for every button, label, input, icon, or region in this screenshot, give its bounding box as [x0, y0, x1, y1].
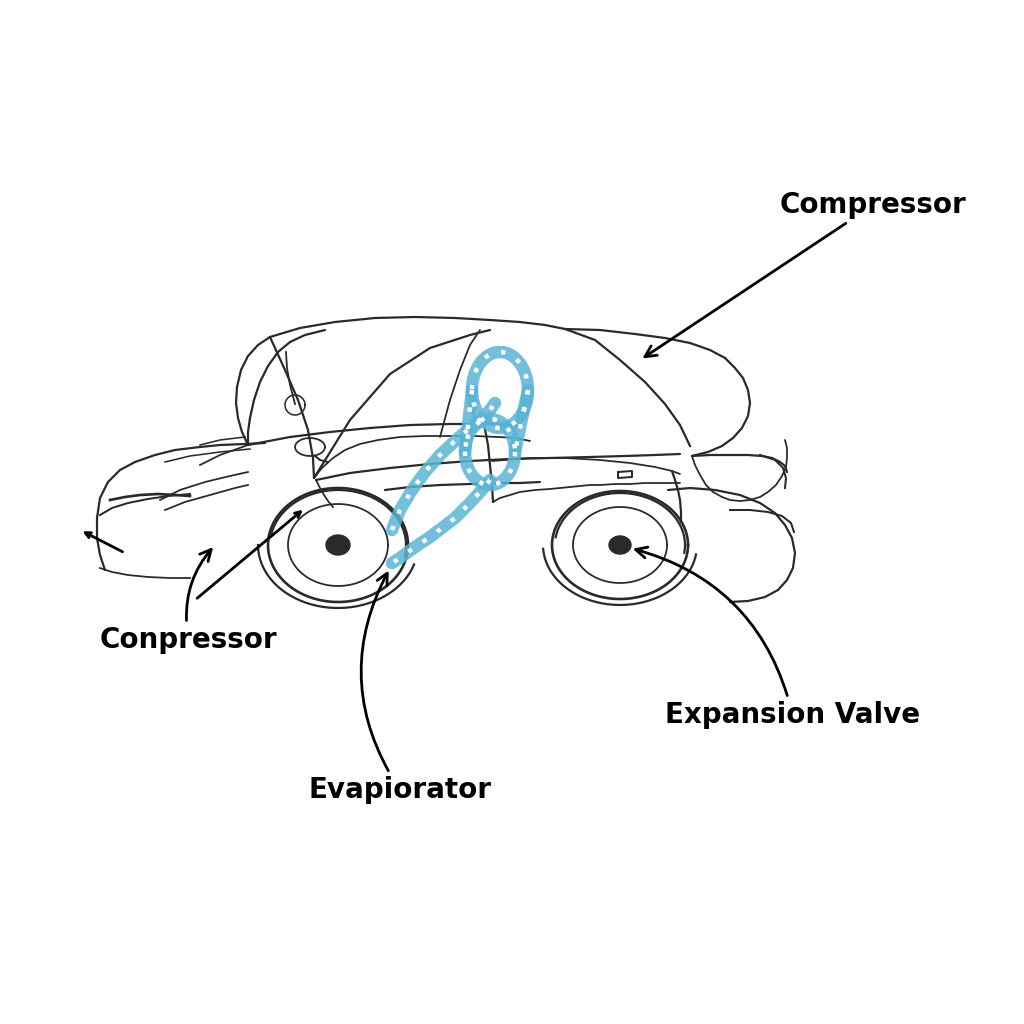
Text: Evapiorator: Evapiorator	[308, 573, 492, 804]
Text: Compressor: Compressor	[645, 191, 967, 356]
Polygon shape	[326, 535, 350, 555]
Polygon shape	[609, 536, 631, 554]
Text: Expansion Valve: Expansion Valve	[636, 547, 921, 729]
Text: Conpressor: Conpressor	[100, 550, 278, 654]
